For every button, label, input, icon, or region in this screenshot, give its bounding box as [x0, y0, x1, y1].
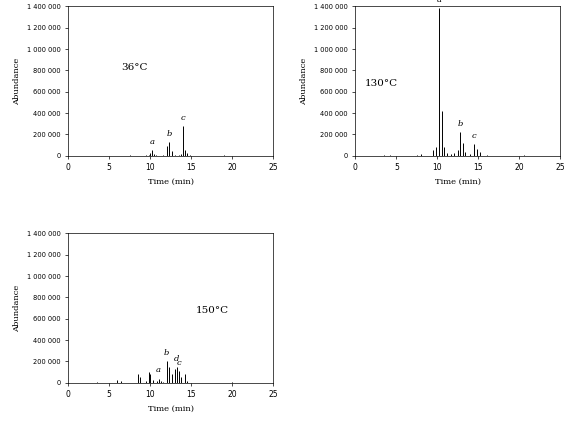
Text: a: a — [156, 366, 161, 374]
Text: d: d — [174, 354, 179, 363]
X-axis label: Time (min): Time (min) — [148, 405, 194, 413]
Text: 130°C: 130°C — [365, 80, 398, 88]
Y-axis label: Abundance: Abundance — [300, 58, 308, 104]
Text: b: b — [167, 130, 172, 137]
Text: 150°C: 150°C — [195, 306, 229, 316]
X-axis label: Time (min): Time (min) — [435, 178, 481, 186]
X-axis label: Time (min): Time (min) — [148, 178, 194, 186]
Text: b: b — [457, 120, 463, 128]
Text: a: a — [150, 137, 154, 146]
Text: c: c — [472, 132, 477, 140]
Text: a: a — [436, 0, 442, 4]
Text: c: c — [181, 114, 185, 122]
Y-axis label: Abundance: Abundance — [13, 58, 21, 104]
Y-axis label: Abundance: Abundance — [13, 285, 21, 332]
Text: 36°C: 36°C — [122, 63, 148, 72]
Text: c: c — [176, 359, 182, 367]
Text: b: b — [164, 349, 170, 357]
